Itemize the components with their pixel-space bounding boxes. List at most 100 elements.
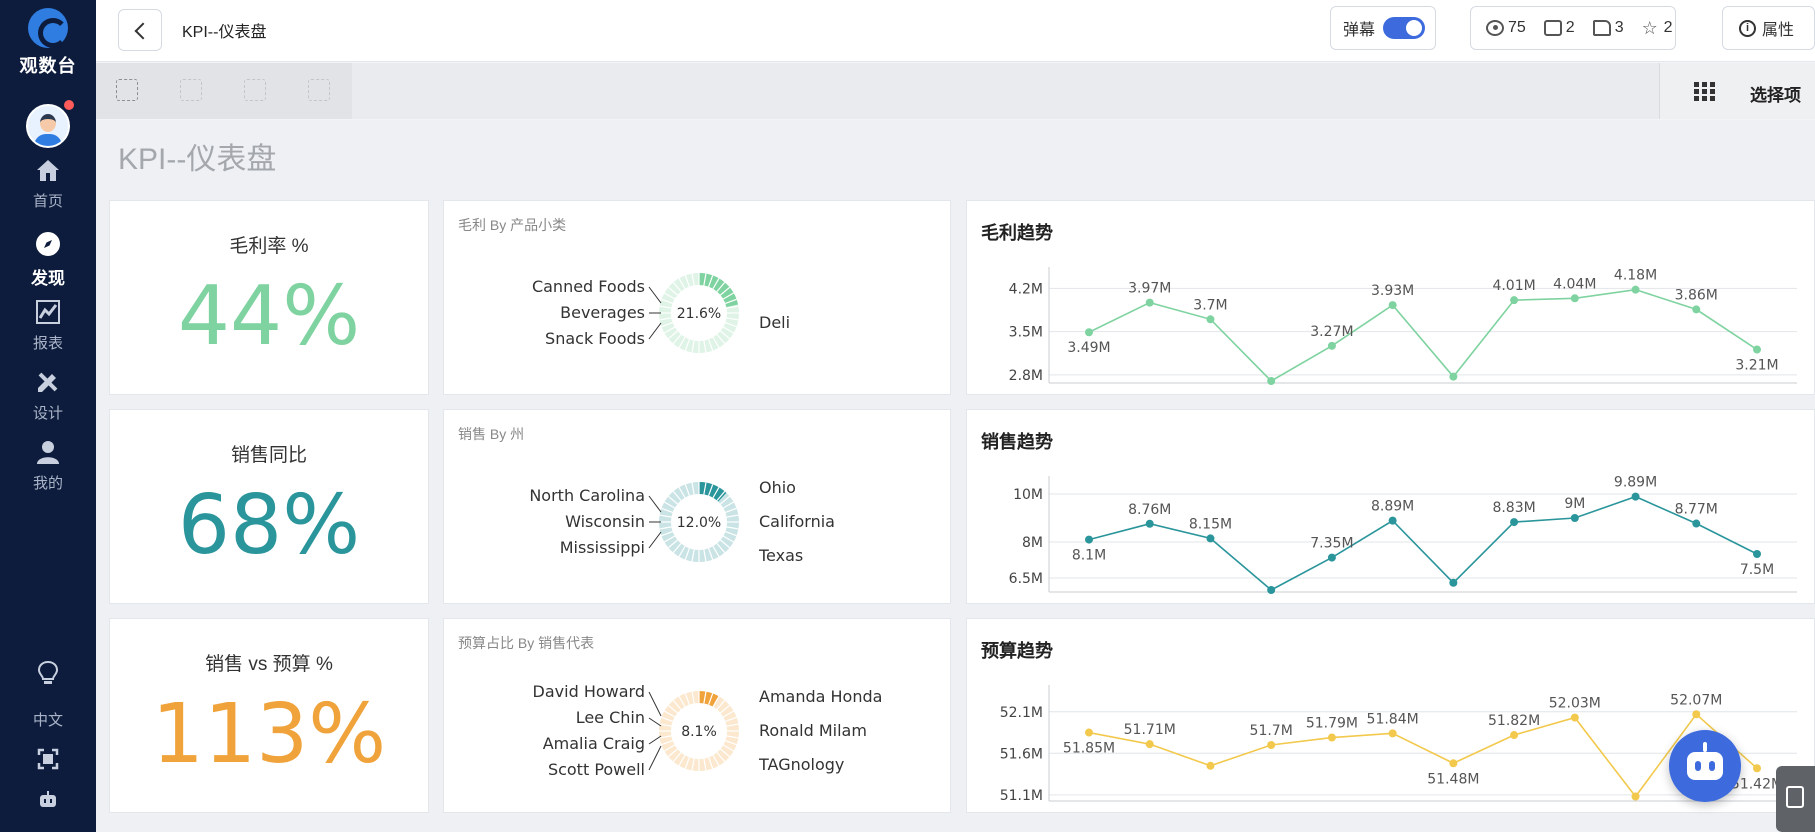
donut-segment-divider: [667, 330, 678, 340]
logo[interactable]: 观数台: [14, 8, 82, 80]
properties-button[interactable]: i 属性: [1722, 6, 1815, 50]
trend-card-sales[interactable]: 销售趋势 10M 8M 6.5M 8.1M 8.76M 8.15M 7.35M 8.89M 8.…: [966, 409, 1815, 604]
data-label: 52.03M: [1549, 696, 1601, 712]
donut-segment-divider: [667, 286, 678, 296]
nav-design-label: 设计: [32, 405, 63, 422]
views-stat[interactable]: 75: [1486, 19, 1526, 37]
logo-text: 观数台: [19, 56, 77, 76]
data-label: 51.71M: [1124, 722, 1176, 738]
data-label: 3.21M: [1735, 358, 1778, 374]
trend-title: 毛利趋势: [981, 223, 1053, 243]
nav-discover[interactable]: 发现: [0, 230, 96, 300]
robot-icon: [1687, 752, 1723, 780]
data-point: [1631, 492, 1640, 501]
data-point: [1388, 516, 1397, 525]
donut-segment-divider: [712, 487, 720, 499]
donut-segment-divider: [664, 292, 676, 300]
donut-chart[interactable]: 12.0% North Carolina Wisconsin Mississippi O…: [444, 410, 952, 605]
robot-icon: [37, 791, 59, 814]
scan-button[interactable]: [0, 748, 96, 774]
nav-mine[interactable]: 我的: [0, 438, 96, 508]
side-panel-tab[interactable]: [1776, 766, 1815, 832]
danmaku-toggle[interactable]: 弹幕: [1330, 6, 1436, 50]
redo-icon[interactable]: [244, 79, 266, 101]
data-label: 51.84M: [1367, 711, 1419, 727]
donut-card-product[interactable]: 毛利 By 产品小类 21.6% Canned Foods Beverages Sna…: [443, 200, 951, 395]
donut-segment-divider: [672, 281, 682, 292]
donut-segment-divider: [684, 757, 690, 769]
donut-segment-divider: [661, 298, 673, 304]
donut-segment-divider: [725, 507, 737, 513]
donut-segment-divider: [720, 495, 731, 505]
data-point: [1206, 761, 1215, 770]
donut-segment-divider: [664, 710, 676, 718]
leader-line: [648, 495, 662, 513]
donut-left-label: Snack Foods: [545, 329, 645, 348]
idea-button[interactable]: [0, 660, 96, 690]
donut-segment-divider: [708, 548, 714, 560]
data-label: 9.89M: [1614, 475, 1657, 491]
language-switch[interactable]: 中文: [32, 712, 63, 729]
data-label: 51.42M: [1731, 776, 1783, 792]
comments-count: 2: [1565, 19, 1575, 36]
donut-segment-divider: [720, 704, 731, 714]
clear-selection-icon[interactable]: [308, 79, 330, 101]
data-point: [1206, 315, 1215, 324]
kpi-card-yoy[interactable]: 销售同比 68%: [109, 409, 429, 604]
donut-right-label: TAGnology: [758, 755, 844, 774]
card-title: 预算占比 By 销售代表: [458, 635, 595, 651]
kpi-card-budget[interactable]: 销售 vs 预算 % 113%: [109, 618, 429, 813]
danmaku-label: 弹幕: [1343, 22, 1376, 39]
avatar[interactable]: [26, 104, 70, 148]
data-point: [1449, 759, 1458, 768]
y-tick-label: 51.6M: [1000, 746, 1043, 762]
toggle-switch[interactable]: [1383, 17, 1426, 39]
donut-segment-divider: [725, 322, 737, 328]
donut-segment-divider: [659, 317, 672, 321]
donut-segment-divider: [716, 543, 726, 554]
donut-segment-divider: [722, 292, 734, 300]
selections-button[interactable]: 选择项: [1659, 63, 1815, 119]
user-icon: [34, 438, 62, 466]
comments-stat[interactable]: 2: [1543, 19, 1575, 37]
line-chart[interactable]: 10M 8M 6.5M 8.1M 8.76M 8.15M 7.35M 8.89M 8.83M 9M…: [967, 410, 1815, 605]
nav-reports[interactable]: 报表: [0, 298, 96, 368]
kpi-card-margin[interactable]: 毛利率 % 44%: [109, 200, 429, 395]
printer-icon: [1786, 786, 1804, 808]
donut-segment-divider: [725, 531, 737, 537]
data-point: [1692, 305, 1701, 314]
donut-card-state[interactable]: 销售 By 州 12.0% North Carolina Wisconsin Miss…: [443, 409, 951, 604]
donut-segment-divider: [664, 744, 676, 752]
nav-design[interactable]: 设计: [0, 368, 96, 438]
data-label: 7.35M: [1310, 536, 1353, 552]
donut-segment-divider: [664, 535, 676, 543]
line-chart[interactable]: 4.2M 3.5M 2.8M 3.49M 3.97M 3.7M 3.27M 3.93M 4.01…: [967, 201, 1815, 396]
data-point: [1510, 518, 1519, 527]
data-point: [1753, 345, 1761, 354]
donut-segment-divider: [672, 699, 682, 710]
assistant-robot-button[interactable]: [1669, 730, 1741, 802]
bot-button[interactable]: [0, 790, 96, 814]
data-point: [1510, 731, 1519, 740]
donut-segment-divider: [722, 535, 734, 543]
data-point: [1570, 294, 1579, 303]
donut-left-label: Amalia Craig: [543, 734, 645, 753]
undo-icon[interactable]: [180, 79, 202, 101]
notification-dot: [64, 100, 74, 110]
trend-card-margin[interactable]: 毛利趋势 4.2M 3.5M 2.8M 3.49M 3.97M 3.7M 3.27M 3.93…: [966, 200, 1815, 395]
likes-stat[interactable]: 3: [1592, 19, 1624, 37]
donut-card-rep[interactable]: 预算占比 By 销售代表 8.1% David Howard Lee Chin Ama…: [443, 618, 951, 813]
selections-label: 选择项: [1750, 86, 1801, 105]
nav-home[interactable]: 首页: [0, 156, 96, 226]
zoom-select-icon[interactable]: [116, 79, 138, 101]
trend-title: 销售趋势: [981, 432, 1053, 452]
data-label: 3.97M: [1128, 281, 1171, 297]
donut-chart[interactable]: 21.6% Canned Foods Beverages Snack Foods Del…: [444, 201, 952, 396]
donut-segment-divider: [659, 526, 672, 530]
donut-segment-divider: [716, 752, 726, 763]
donut-chart[interactable]: 8.1% David Howard Lee Chin Amalia Craig Scot…: [444, 619, 952, 814]
favorites-stat[interactable]: ☆ 2: [1642, 19, 1673, 37]
back-button[interactable]: [118, 9, 162, 51]
donut-highlight-arc: [698, 691, 719, 707]
data-point: [1570, 713, 1579, 722]
